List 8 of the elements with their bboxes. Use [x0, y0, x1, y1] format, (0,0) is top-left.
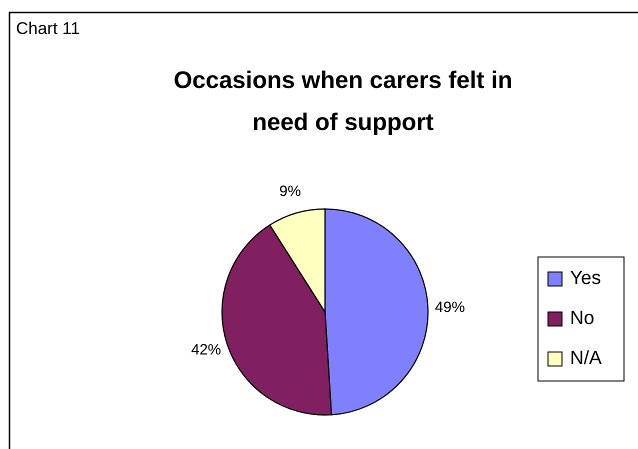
data-label: 49%	[434, 299, 465, 316]
caption: Chart 11	[16, 19, 80, 38]
legend-label: No	[570, 308, 594, 330]
legend-label: Yes	[570, 268, 601, 290]
data-label: 9%	[279, 182, 301, 200]
legend-label: N/A	[570, 348, 602, 370]
data-label: 42%	[191, 342, 222, 359]
chart-title: Occasions when carers felt in need of support	[174, 67, 512, 136]
